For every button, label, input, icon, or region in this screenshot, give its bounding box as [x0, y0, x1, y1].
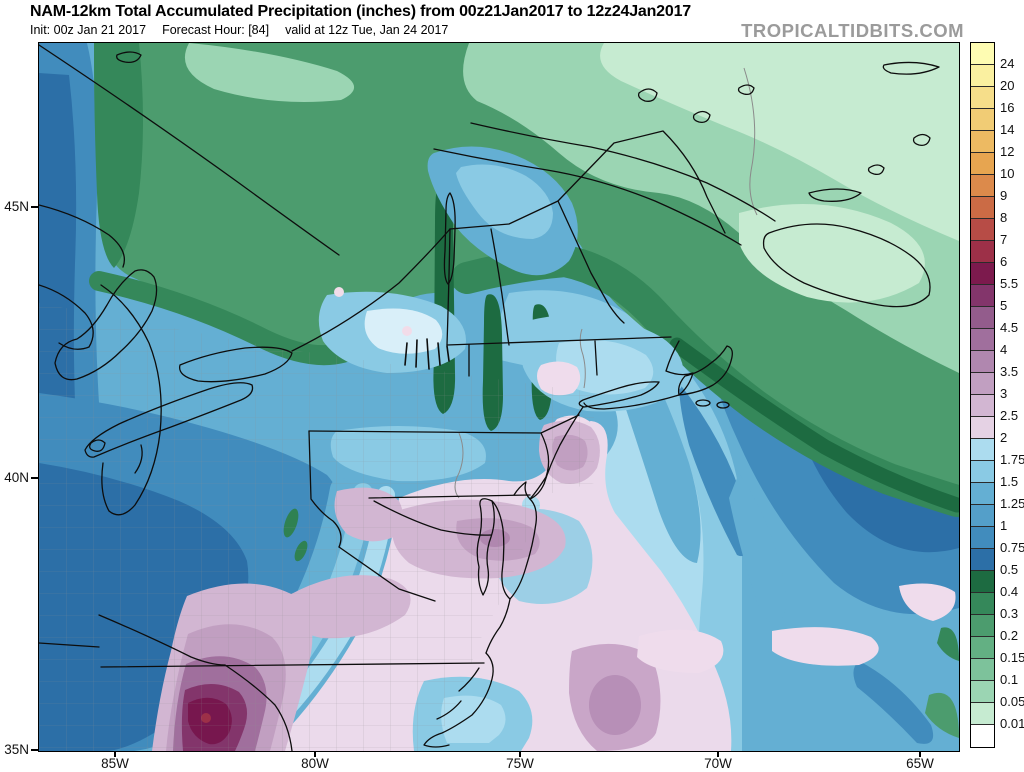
- lat-label: 40N: [4, 470, 29, 485]
- tropicaltidbits-watermark: TROPICALTIDBITS.COM: [741, 20, 964, 41]
- colorbar-tick-label: 5: [1000, 298, 1008, 313]
- colorbar-cell: [971, 571, 994, 593]
- lon-tick: [519, 752, 521, 757]
- colorbar-tick-label: 1.25: [1000, 496, 1024, 511]
- colorbar-tick-label: 12: [1000, 144, 1015, 159]
- colorbar-cell: [971, 615, 994, 637]
- page-title: NAM-12km Total Accumulated Precipitation…: [30, 3, 691, 20]
- colorbar-tick-label: 2: [1000, 430, 1008, 445]
- precip-colorbar: [970, 42, 995, 748]
- colorbar-tick-label: 20: [1000, 78, 1015, 93]
- colorbar-cell: [971, 109, 994, 131]
- colorbar-cell: [971, 329, 994, 351]
- colorbar-cell: [971, 637, 994, 659]
- geography-borders: [39, 44, 940, 751]
- colorbar-tick-label: 9: [1000, 188, 1008, 203]
- colorbar-cell: [971, 593, 994, 615]
- init-line: Init: 00z Jan 21 2017 Forecast Hour: [84]…: [30, 23, 464, 37]
- init-time: Init: 00z Jan 21 2017: [30, 23, 147, 37]
- colorbar-tick-label: 5.5: [1000, 276, 1019, 291]
- colorbar-tick-label: 4: [1000, 342, 1008, 357]
- colorbar-cell: [971, 439, 994, 461]
- lat-tick: [31, 477, 38, 479]
- colorbar-tick-label: 0.05: [1000, 694, 1024, 709]
- lon-label: 85W: [101, 756, 129, 771]
- colorbar-cell: [971, 219, 994, 241]
- colorbar-tick-label: 3.5: [1000, 364, 1019, 379]
- lat-label: 45N: [4, 199, 29, 214]
- colorbar-tick-label: 2.5: [1000, 408, 1019, 423]
- lon-label: 80W: [301, 756, 329, 771]
- colorbar-cell: [971, 307, 994, 329]
- lat-label: 35N: [4, 742, 29, 757]
- colorbar-tick-label: 7: [1000, 232, 1008, 247]
- colorbar-tick-label: 6: [1000, 254, 1008, 269]
- lat-tick: [31, 206, 38, 208]
- colorbar-tick-label: 1.5: [1000, 474, 1019, 489]
- colorbar-cell: [971, 87, 994, 109]
- colorbar-tick-label: 8: [1000, 210, 1008, 225]
- colorbar-cell: [971, 373, 994, 395]
- colorbar-cell: [971, 263, 994, 285]
- colorbar-cell: [971, 527, 994, 549]
- colorbar-tick-label: 3: [1000, 386, 1008, 401]
- colorbar-tick-label: 0.15: [1000, 650, 1024, 665]
- valid-time: valid at 12z Tue, Jan 24 2017: [285, 23, 449, 37]
- colorbar-cell: [971, 351, 994, 373]
- colorbar-tick-label: 0.75: [1000, 540, 1024, 555]
- colorbar-cell: [971, 175, 994, 197]
- colorbar-cell: [971, 131, 994, 153]
- colorbar-cell: [971, 549, 994, 571]
- county-lines: [39, 303, 594, 751]
- lon-tick: [717, 752, 719, 757]
- precipitation-map: [39, 43, 959, 751]
- colorbar-cell: [971, 43, 994, 65]
- lon-tick: [314, 752, 316, 757]
- colorbar-cell: [971, 395, 994, 417]
- colorbar-tick-label: 10: [1000, 166, 1015, 181]
- colorbar-cell: [971, 65, 994, 87]
- colorbar-cell: [971, 725, 994, 747]
- lon-tick: [114, 752, 116, 757]
- colorbar-cells: [971, 43, 994, 747]
- colorbar-cell: [971, 659, 994, 681]
- colorbar-tick-label: 0.1: [1000, 672, 1019, 687]
- colorbar-tick-label: 24: [1000, 56, 1015, 71]
- colorbar-tick-label: 0.5: [1000, 562, 1019, 577]
- colorbar-cell: [971, 461, 994, 483]
- colorbar-cell: [971, 241, 994, 263]
- colorbar-tick-label: 0.4: [1000, 584, 1019, 599]
- lon-label: 70W: [704, 756, 732, 771]
- colorbar-cell: [971, 505, 994, 527]
- colorbar-tick-label: 0.2: [1000, 628, 1019, 643]
- colorbar-cell: [971, 703, 994, 725]
- forecast-hour: Forecast Hour: [84]: [162, 23, 270, 37]
- rivers-gray-lines: [454, 67, 758, 499]
- colorbar-tick-label: 14: [1000, 122, 1015, 137]
- colorbar-tick-label: 0.3: [1000, 606, 1019, 621]
- colorbar-tick-label: 16: [1000, 100, 1015, 115]
- colorbar-cell: [971, 285, 994, 307]
- colorbar-tick-label: 4.5: [1000, 320, 1019, 335]
- ocean-pink-patches: [637, 583, 959, 738]
- lon-label: 75W: [506, 756, 534, 771]
- colorbar-tick-label: 1: [1000, 518, 1008, 533]
- lat-tick: [31, 749, 38, 751]
- colorbar-tick-label: 1.75: [1000, 452, 1024, 467]
- green-precip-region: [89, 43, 959, 517]
- colorbar-cell: [971, 153, 994, 175]
- colorbar-cell: [971, 681, 994, 703]
- colorbar-cell: [971, 417, 994, 439]
- lon-label: 65W: [906, 756, 934, 771]
- colorbar-tick-label: 0.01: [1000, 716, 1024, 731]
- lon-tick: [919, 752, 921, 757]
- colorbar-cell: [971, 483, 994, 505]
- colorbar-cell: [971, 197, 994, 219]
- map-frame: [38, 42, 960, 752]
